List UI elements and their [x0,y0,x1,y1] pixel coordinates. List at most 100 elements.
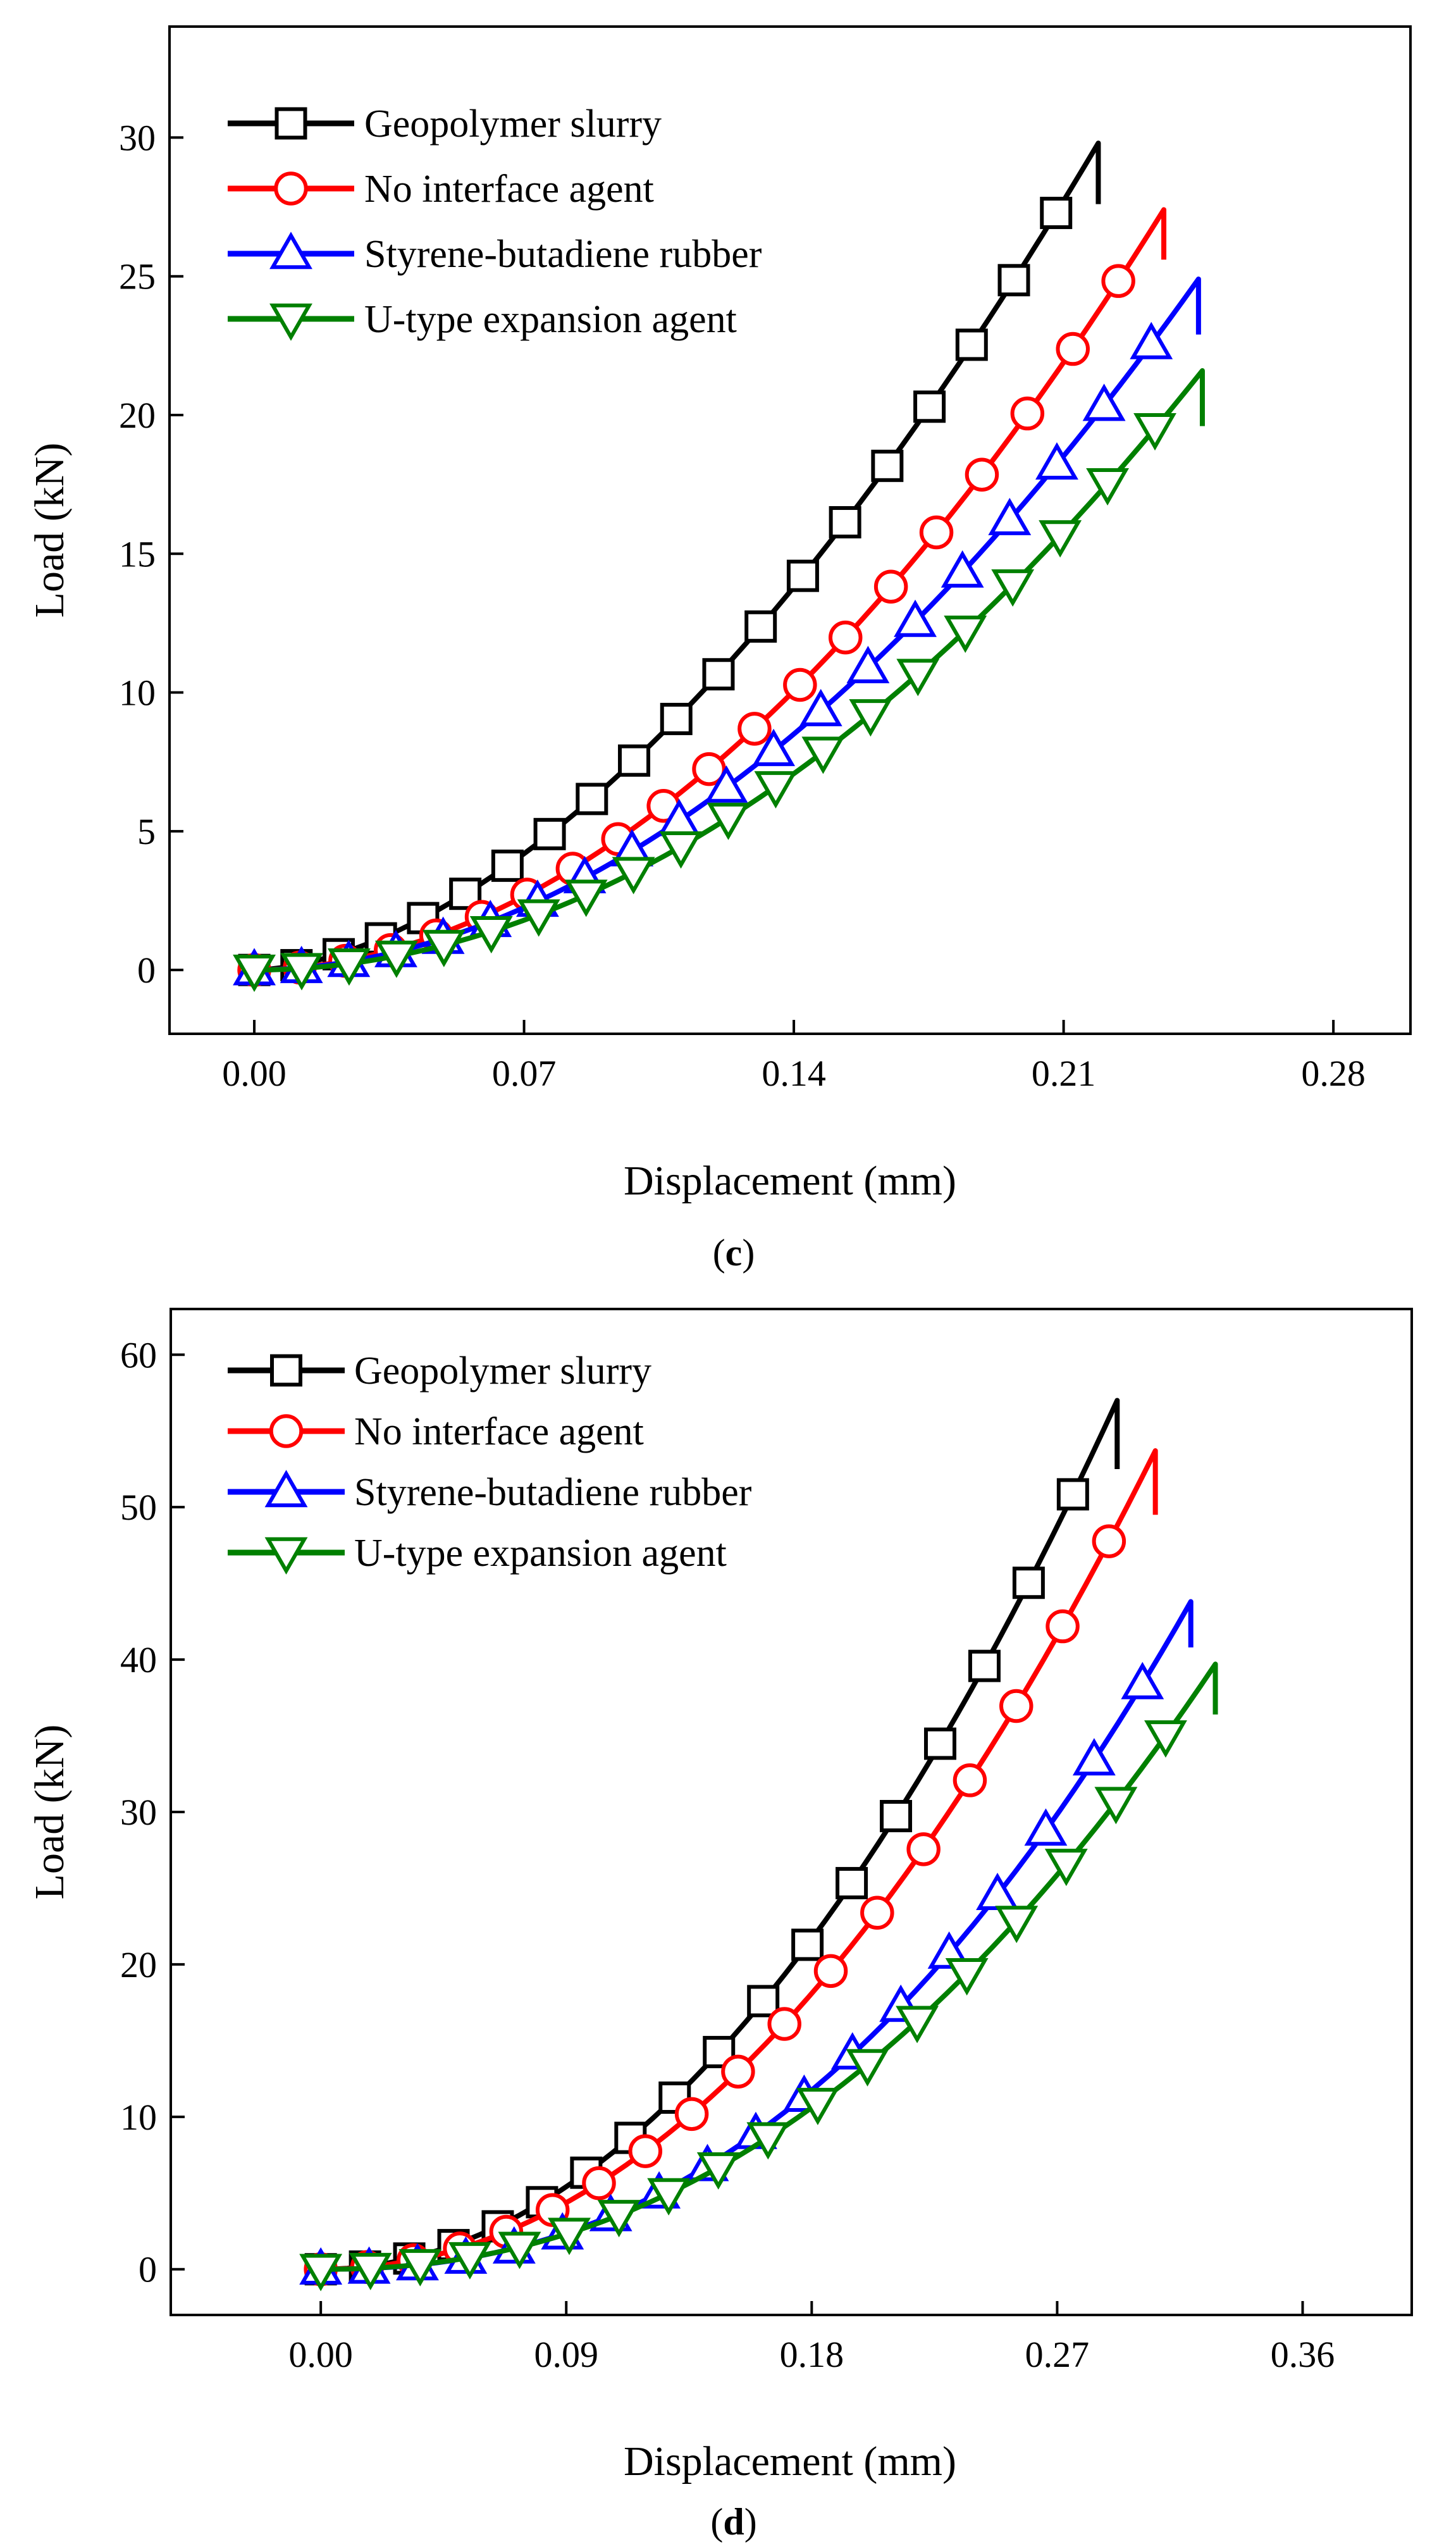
data-point-3 [988,497,1032,535]
chart-panel-c: 0.00 0.07 0.14 0.21 0.28 0 5 10 15 20 25 30 Displa… [27,25,1412,1274]
y-tick-label: 30 [120,1792,157,1833]
x-tick-label: 0.27 [1025,2334,1090,2375]
data-point-4 [1094,1787,1138,1825]
data-point-2 [999,1689,1033,1723]
data-point-1 [618,744,651,777]
data-point-4 [1044,1849,1088,1887]
data-point-4 [469,916,513,954]
x-tick-label: 0.07 [492,1053,557,1094]
data-point-4 [896,659,940,697]
data-point-2 [873,569,908,604]
data-point-4 [746,2122,790,2160]
data-point-2 [919,515,954,550]
data-point-2 [965,457,999,492]
data-point-4 [548,2218,591,2255]
data-point-1 [660,702,693,735]
plot-frame-c [168,25,1412,1035]
y-tick-label: 0 [137,950,156,991]
y-tick-label: 0 [139,2249,157,2290]
data-point-4 [944,615,987,653]
x-tick-label: 0.00 [288,2334,353,2375]
data-point-3 [1121,1661,1164,1699]
y-ticks-d: 0 10 20 30 40 50 60 [120,1334,185,2290]
data-point-4 [796,2088,839,2126]
data-point-1 [997,264,1030,297]
data-point-4 [597,2200,641,2238]
legend-label-d-1: Geopolymer slurry [354,1350,651,1393]
y-ticks-c: 0 5 10 15 20 25 30 [119,117,183,991]
legend-marker-d-3 [264,1470,308,1508]
data-point-4 [299,2254,343,2292]
x-tick-label: 0.14 [762,1053,826,1094]
panel-label-d: (d) [710,2501,756,2543]
data-point-4 [896,2006,939,2044]
data-point-4 [995,1906,1039,1944]
data-point-3 [752,728,796,766]
x-tick-label: 0.18 [780,2334,844,2375]
legend-label-d-4: U-type expansion agent [354,1532,727,1575]
data-point-2 [674,2097,709,2131]
data-point-1 [829,506,861,538]
data-point-1 [836,1866,868,1899]
data-point-2 [628,2134,663,2168]
data-point-2 [860,1896,894,1930]
data-point-4 [280,953,323,991]
data-point-1 [968,1649,1001,1682]
data-point-3 [705,765,748,803]
legend-label-c-3: Styrene-butadiene rubber [364,233,762,276]
data-point-1 [744,610,777,643]
data-point-1 [576,783,608,816]
data-point-4 [754,771,798,809]
legend-symbol-4 [264,1537,308,1575]
data-point-4 [328,948,371,986]
data-point-4 [801,736,845,774]
y-tick-label: 50 [120,1487,157,1528]
y-tick-label: 60 [120,1334,157,1375]
legend-symbol-3 [264,1470,308,1508]
y-tick-label: 5 [137,811,156,852]
legend-label-c-2: No interface agent [364,168,654,211]
data-point-1 [871,449,904,482]
data-point-4 [1133,413,1176,451]
legend-d: Geopolymer slurry No interface agent Sty… [228,1350,752,1575]
data-point-4 [448,2242,491,2280]
data-point-3 [1035,442,1078,480]
data-point-4 [564,879,608,917]
x-axis-label-d: Displacement (mm) [624,2438,956,2485]
data-point-1 [1012,1567,1045,1599]
data-point-4 [374,940,418,978]
data-point-4 [1086,468,1130,506]
data-point-4 [846,2049,889,2087]
data-point-2 [737,712,772,746]
data-point-3 [846,645,890,683]
data-point-4 [647,2178,691,2216]
data-point-4 [991,569,1035,607]
y-tick-label: 40 [120,1639,157,1680]
legend-symbol-1 [270,1354,302,1387]
y-tick-label: 10 [119,673,156,714]
y-tick-label: 20 [119,395,156,436]
data-point-1 [923,1727,956,1760]
data-point-4 [1039,520,1082,558]
data-point-4 [1144,1720,1187,1758]
data-point-4 [945,1958,989,1996]
data-point-1 [786,559,819,592]
data-point-3 [799,688,842,726]
data-point-3 [1072,1738,1116,1776]
data-point-1 [533,817,566,850]
legend-marker-c-1 [275,107,307,140]
data-point-4 [612,857,655,895]
data-point-2 [692,752,726,786]
legend-symbol-2 [269,1414,304,1448]
data-point-1 [913,390,946,423]
data-point-2 [906,1832,941,1866]
data-point-1 [491,849,524,882]
legend-marker-c-4 [269,303,312,341]
legend-c: Geopolymer slurry No interface agent Sty… [228,102,762,341]
legend-label-c-1: Geopolymer slurry [364,102,662,146]
legend-marker-d-1 [270,1354,302,1387]
data-point-2 [1046,1609,1080,1644]
legend-symbol-4 [269,303,312,341]
legend-symbol-3 [269,232,312,270]
data-point-1 [1040,197,1073,230]
